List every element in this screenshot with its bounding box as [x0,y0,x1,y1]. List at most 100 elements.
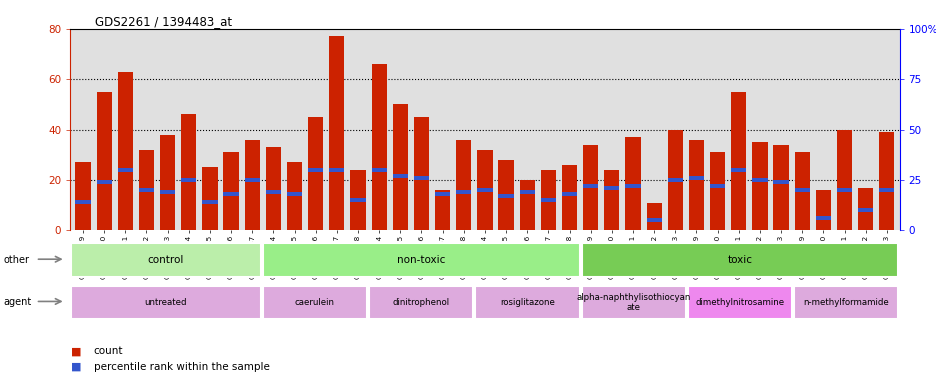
Bar [266,147,281,230]
Text: percentile rank within the sample: percentile rank within the sample [94,362,270,372]
Bar [540,198,555,202]
Bar [772,180,788,184]
Text: toxic: toxic [726,255,752,265]
Bar [244,178,259,182]
Bar [815,217,830,220]
Bar [308,117,323,230]
Bar [667,129,682,230]
Bar [581,243,898,277]
Bar [476,188,492,192]
Bar [350,170,365,230]
Bar [604,186,619,190]
Bar [646,218,661,222]
Bar [582,184,598,188]
Bar [369,286,473,319]
Bar [139,188,154,192]
Bar [878,132,894,230]
Bar [687,286,791,319]
Bar [244,140,259,230]
Bar [286,192,301,196]
Bar [392,174,407,178]
Bar [118,168,133,172]
Bar [624,184,640,188]
Bar [815,190,830,230]
Bar [519,190,534,194]
Text: caerulein: caerulein [295,298,334,307]
Text: non-toxic: non-toxic [397,255,445,265]
Bar [414,117,429,230]
Bar [202,167,217,230]
Bar [160,190,175,194]
Bar [96,180,111,184]
Bar [604,170,619,230]
Bar [434,190,449,230]
Bar [71,286,260,319]
Bar [75,162,91,230]
Bar [498,194,513,198]
Bar [646,203,661,230]
Bar [709,152,724,230]
Bar [266,190,281,194]
Text: alpha-naphthylisothiocyan
ate: alpha-naphthylisothiocyan ate [576,293,690,312]
Bar [329,36,344,230]
Bar [181,114,197,230]
Bar [160,135,175,230]
Bar [456,190,471,194]
Bar [772,145,788,230]
Bar [582,145,598,230]
Bar [794,152,809,230]
Bar [308,168,323,172]
Bar [223,192,239,196]
Bar [624,137,640,230]
Bar [878,188,894,192]
Bar [857,209,872,212]
Bar [581,286,685,319]
Bar [262,286,367,319]
Bar [434,192,449,196]
Text: n-methylformamide: n-methylformamide [803,298,888,307]
Bar [456,140,471,230]
Bar [794,286,898,319]
Bar [562,192,577,196]
Bar [709,184,724,188]
Bar [476,150,492,230]
Bar [475,286,578,319]
Bar [562,165,577,230]
Bar [139,150,154,230]
Bar [329,168,344,172]
Bar [96,92,111,230]
Bar [730,92,746,230]
Bar [262,243,578,277]
Text: ■: ■ [71,362,81,372]
Bar [371,64,387,230]
Bar [75,200,91,204]
Text: count: count [94,346,123,356]
Bar [794,188,809,192]
Bar [540,170,555,230]
Bar [667,178,682,182]
Text: dimethylnitrosamine: dimethylnitrosamine [695,298,783,307]
Bar [350,198,365,202]
Bar [688,140,703,230]
Bar [181,178,197,182]
Bar [118,72,133,230]
Text: GDS2261 / 1394483_at: GDS2261 / 1394483_at [95,15,232,28]
Bar [836,188,851,192]
Bar [730,168,746,172]
Bar [392,104,407,230]
Text: agent: agent [4,297,32,307]
Text: untreated: untreated [144,298,187,307]
Bar [414,176,429,180]
Bar [752,178,767,182]
Bar [688,176,703,180]
Bar [498,160,513,230]
Bar [519,180,534,230]
Text: control: control [148,255,184,265]
Bar [71,243,260,277]
Bar [223,152,239,230]
Text: ■: ■ [71,346,81,356]
Bar [202,200,217,204]
Text: rosiglitazone: rosiglitazone [500,298,554,307]
Bar [286,162,301,230]
Bar [371,168,387,172]
